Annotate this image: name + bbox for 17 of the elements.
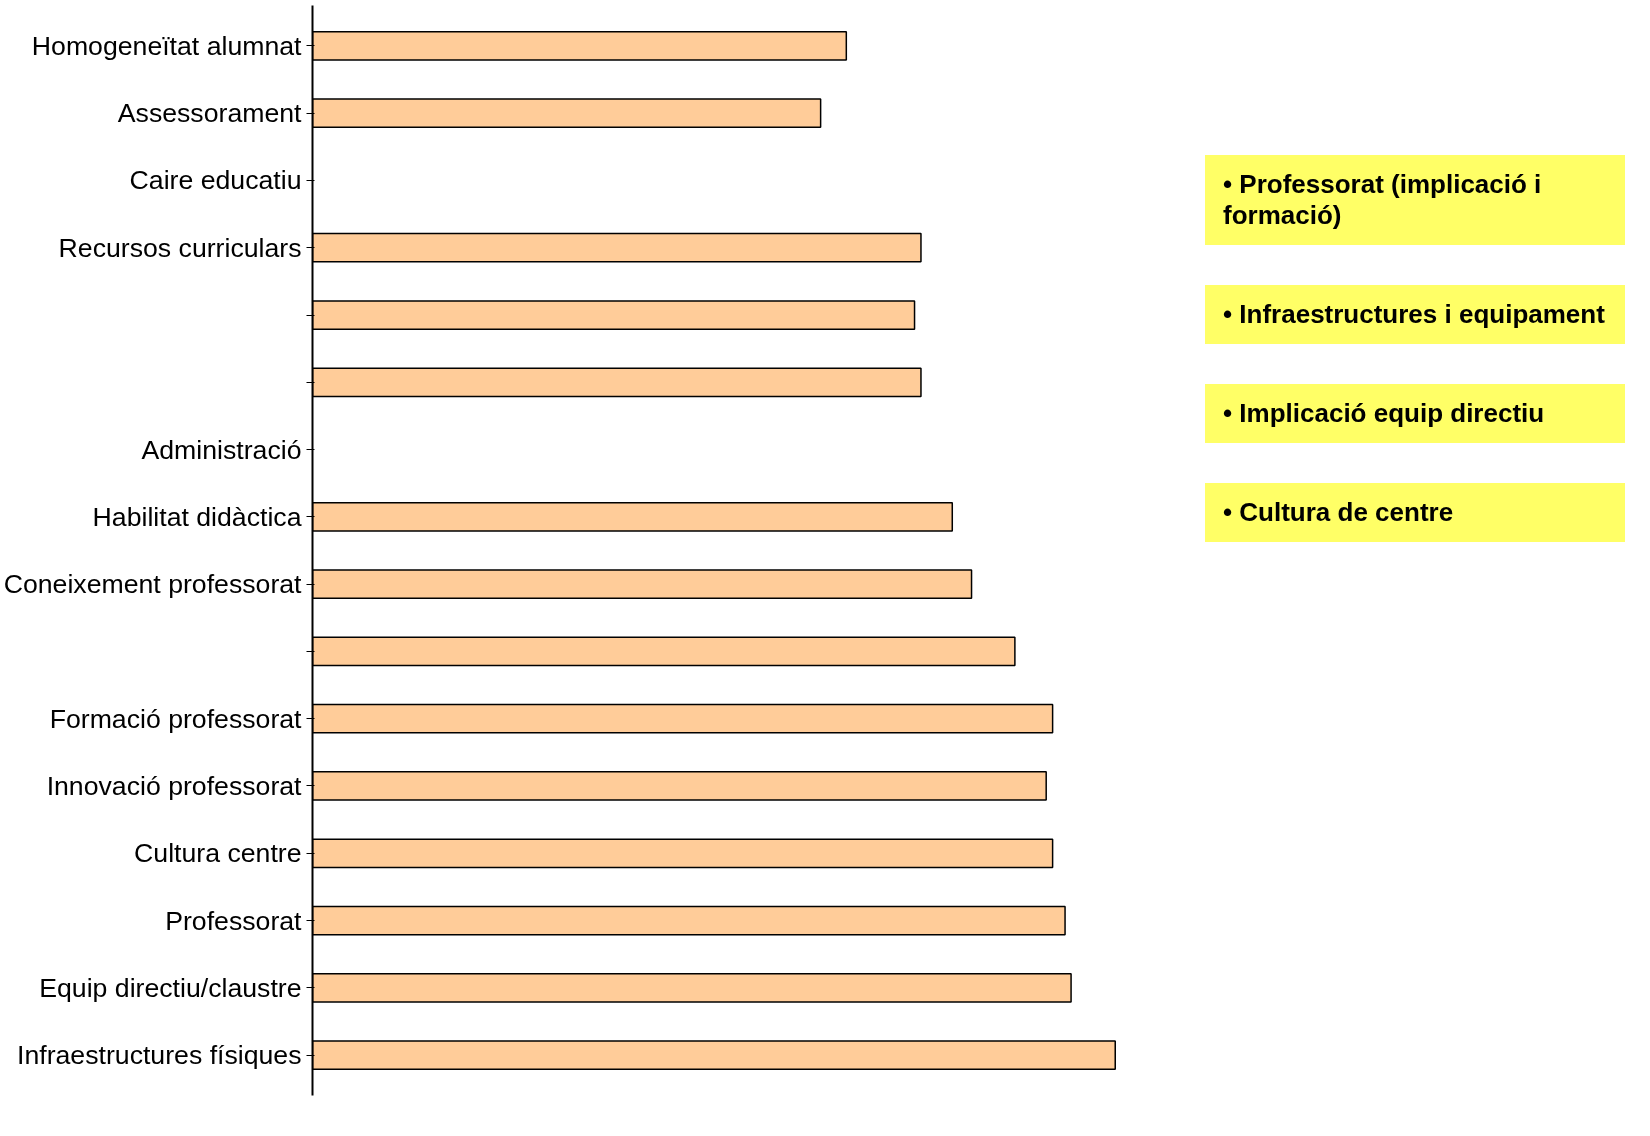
- y-tick-label: Infraestructures físiques: [17, 1040, 302, 1071]
- y-tick-label: Habilitat didàctica: [92, 501, 302, 532]
- y-tick-label: Equip directiu/claustre: [39, 972, 302, 1003]
- text: • Implicació equip directiu: [1205, 384, 1625, 443]
- y-tick-label: Recursos curriculars: [58, 232, 302, 263]
- y-tick-label: Assessorament: [117, 98, 303, 129]
- y-tick-label: Caire educatiu: [129, 165, 302, 196]
- y-tick-label: Administració: [141, 434, 302, 465]
- y-tick-label: Coneixement professorat: [3, 569, 303, 600]
- y-tick-label: Formació professorat: [49, 703, 303, 734]
- y-tick-label: Innovació professorat: [46, 770, 303, 801]
- text: • Infraestructures i equipament: [1205, 285, 1625, 344]
- text: • Professorat (implicació i formació): [1205, 155, 1625, 245]
- y-tick-label: Homogeneïtat alumnat: [31, 30, 303, 61]
- y-tick-label: Professorat: [165, 905, 303, 936]
- text: • Cultura de centre: [1205, 483, 1625, 542]
- y-tick-label: Cultura centre: [134, 838, 302, 869]
